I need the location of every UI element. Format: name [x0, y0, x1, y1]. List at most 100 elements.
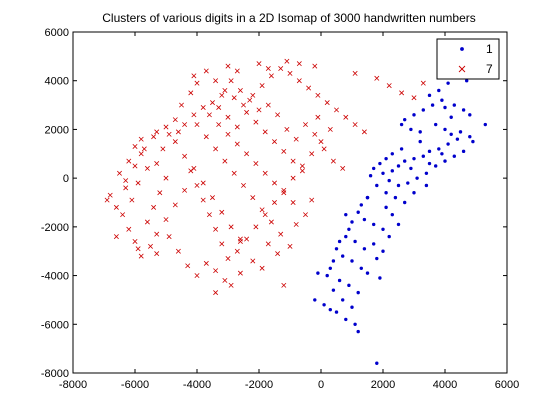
point-digit-7 — [281, 190, 287, 196]
point-digit-7 — [148, 243, 153, 249]
point-digit-7 — [194, 182, 200, 188]
x-tick-label: -8000 — [59, 379, 87, 391]
point-digit-7 — [287, 243, 293, 249]
point-digit-1 — [381, 249, 385, 253]
point-digit-7 — [163, 124, 169, 130]
point-digit-7 — [157, 190, 163, 196]
point-digit-7 — [151, 134, 157, 140]
point-digit-7 — [113, 234, 119, 240]
point-digit-7 — [154, 251, 160, 257]
point-digit-7 — [290, 158, 296, 164]
point-digit-7 — [268, 219, 274, 225]
point-digit-7 — [293, 221, 299, 227]
point-digit-7 — [126, 158, 132, 164]
point-digit-7 — [194, 80, 200, 86]
point-digit-7 — [231, 95, 237, 101]
point-digit-1 — [375, 361, 379, 365]
point-digit-7 — [265, 241, 271, 247]
point-digit-7 — [154, 161, 160, 167]
point-digit-1 — [350, 259, 354, 263]
point-digit-7 — [303, 212, 308, 218]
point-digit-7 — [210, 100, 215, 106]
point-digit-1 — [344, 212, 348, 217]
point-digit-7 — [268, 73, 274, 79]
point-digit-1 — [356, 329, 360, 334]
point-digit-7 — [299, 163, 305, 169]
point-digit-1 — [337, 278, 342, 283]
point-digit-7 — [141, 146, 147, 152]
point-digit-1 — [409, 127, 413, 132]
point-digit-1 — [384, 205, 388, 210]
point-digit-7 — [172, 202, 178, 208]
point-digit-1 — [437, 88, 441, 93]
point-digit-1 — [350, 305, 354, 309]
y-tick-label: -6000 — [41, 319, 69, 331]
point-digit-7 — [231, 170, 237, 176]
point-digit-7 — [327, 126, 333, 132]
point-digit-7 — [253, 224, 259, 230]
point-digit-1 — [424, 183, 429, 188]
point-digit-7 — [250, 92, 256, 98]
point-digit-1 — [421, 154, 425, 158]
point-digit-1 — [449, 115, 453, 119]
point-digit-1 — [424, 171, 429, 175]
y-tick-label: 0 — [63, 173, 69, 185]
point-digit-7 — [228, 282, 234, 288]
point-digit-7 — [135, 246, 141, 252]
point-digit-7 — [200, 197, 206, 203]
y-axis-ticks: -8000 -6000 -4000 -2000 0 2000 4000 6000 — [41, 27, 507, 380]
point-digit-1 — [390, 152, 394, 156]
legend-label-1: 1 — [486, 42, 493, 56]
point-digit-1 — [359, 203, 363, 207]
point-digit-7 — [203, 134, 209, 140]
point-digit-7 — [287, 70, 293, 76]
point-digit-1 — [334, 310, 339, 314]
point-digit-7 — [225, 256, 231, 262]
point-digit-1 — [455, 137, 460, 141]
point-digit-7 — [175, 248, 181, 254]
y-tick-label: -2000 — [41, 222, 69, 234]
point-digit-7 — [290, 175, 296, 181]
point-digit-7 — [244, 109, 250, 115]
point-digit-7 — [303, 122, 308, 128]
point-digit-7 — [275, 112, 281, 118]
point-digit-7 — [293, 136, 299, 142]
point-digit-7 — [284, 126, 290, 132]
point-digit-1 — [365, 271, 370, 275]
point-digit-7 — [213, 226, 219, 232]
point-digit-7 — [309, 197, 315, 203]
point-digit-7 — [154, 231, 160, 237]
point-digit-7 — [138, 253, 144, 259]
point-digit-1 — [387, 178, 391, 183]
point-digit-1 — [461, 108, 466, 112]
point-digit-1 — [443, 105, 447, 110]
point-digit-1 — [434, 164, 438, 168]
point-digit-7 — [281, 282, 287, 288]
point-digit-7 — [312, 131, 318, 137]
point-digit-1 — [399, 147, 404, 151]
point-digit-7 — [200, 180, 206, 186]
point-digit-7 — [126, 226, 132, 232]
point-digit-7 — [206, 112, 212, 118]
point-digit-7 — [206, 212, 212, 218]
point-digit-7 — [132, 163, 138, 169]
point-digit-7 — [203, 260, 209, 266]
point-digit-7 — [272, 200, 277, 205]
point-digit-1 — [390, 212, 394, 217]
point-digit-7 — [386, 83, 392, 89]
point-digit-7 — [179, 102, 184, 108]
point-digit-1 — [452, 154, 456, 158]
point-digit-1 — [434, 122, 438, 127]
point-digit-7 — [265, 102, 271, 108]
point-digit-1 — [440, 98, 444, 102]
point-digit-7 — [237, 270, 243, 276]
point-digit-7 — [216, 122, 222, 128]
point-digit-1 — [378, 276, 382, 280]
point-digit-7 — [154, 129, 160, 135]
point-digit-7 — [216, 105, 222, 110]
point-digit-7 — [278, 231, 284, 237]
point-digit-7 — [117, 170, 122, 176]
point-digit-7 — [182, 153, 188, 159]
point-digit-1 — [344, 317, 348, 322]
point-digit-7 — [253, 119, 259, 125]
